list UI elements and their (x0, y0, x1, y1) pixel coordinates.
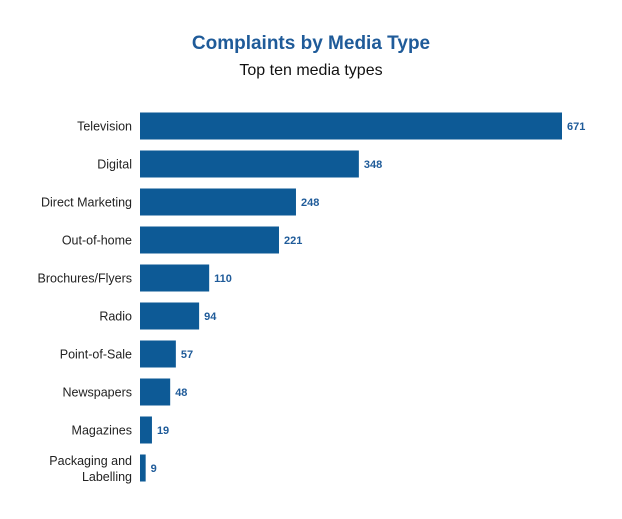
value-label: 671 (567, 121, 585, 133)
value-label: 57 (181, 349, 193, 361)
value-label: 48 (175, 387, 187, 399)
category-label: Magazines (72, 424, 132, 438)
chart-title: Complaints by Media Type (191, 33, 431, 54)
value-label: 348 (364, 159, 382, 171)
bar-newspapers (140, 378, 171, 406)
category-label: Television (77, 120, 132, 134)
bar-direct-marketing (140, 188, 296, 216)
category-label: Direct Marketing (41, 196, 132, 210)
bar-television (140, 112, 562, 140)
bar-radio (140, 302, 200, 330)
bar-magazines (140, 416, 152, 444)
value-label: 110 (214, 273, 232, 285)
category-label: Radio (99, 310, 132, 324)
bar-packaging-and-labelling (140, 454, 146, 482)
bar-brochures-flyers (140, 264, 210, 292)
bar-out-of-home (140, 226, 279, 254)
category-label: Point-of-Sale (60, 348, 132, 362)
category-label: Digital (97, 158, 132, 172)
value-label: 221 (284, 235, 302, 247)
category-label: Out-of-home (62, 234, 132, 248)
value-label: 248 (301, 197, 319, 209)
category-label: Brochures/Flyers (38, 272, 132, 286)
category-label: Packaging and Labelling (49, 454, 132, 484)
category-label: Newspapers (63, 386, 132, 400)
value-label: 94 (204, 311, 217, 323)
chart-subtitle: Top ten media types (239, 62, 383, 79)
value-label: 9 (151, 463, 157, 475)
value-label: 19 (157, 425, 169, 437)
bar-digital (140, 150, 359, 178)
bar-point-of-sale (140, 340, 176, 368)
